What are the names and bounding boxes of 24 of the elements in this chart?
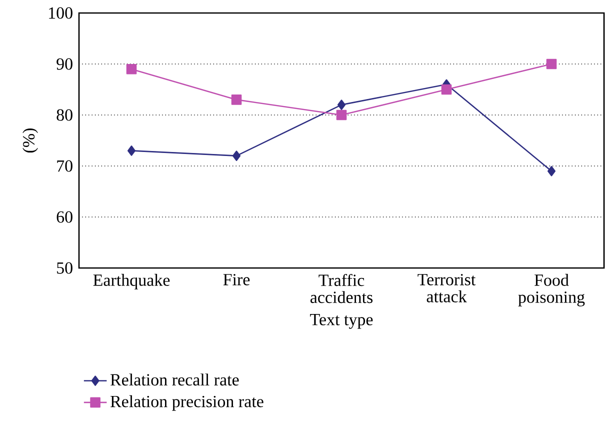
legend-label: Relation precision rate [110,395,264,411]
y-tick-label: 70 [57,160,72,172]
point [127,146,136,156]
x-tick-label: Terrorist attack [418,274,476,302]
x-tick-label: Traffic accidents [310,274,373,304]
y-axis-title: (%) [22,128,38,152]
x-tick-label: Earthquake [93,274,170,290]
point [231,94,242,105]
point [546,58,557,70]
point [547,166,556,176]
point [126,64,137,74]
point [336,110,347,120]
y-tick-label: 100 [49,7,72,19]
y-tick-label: 60 [56,211,72,223]
legend-label: Relation recall rate [110,374,239,386]
x-tick-label: Food poisoning [518,274,585,306]
x-tick-label: Fire [223,274,250,286]
y-tick-label: 80 [56,109,72,121]
point [441,84,452,95]
x-axis-title: Text type [310,314,373,329]
y-tick-label: 90 [56,58,72,70]
y-tick-label: 50 [57,262,72,274]
point [232,150,241,161]
point [337,100,346,110]
